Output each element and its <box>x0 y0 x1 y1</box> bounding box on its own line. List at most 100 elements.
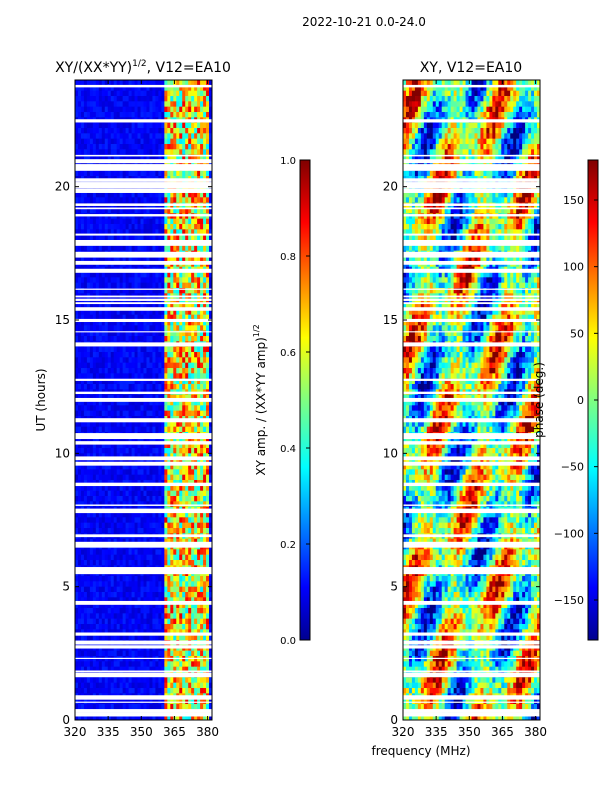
heatmap-cell <box>137 304 141 310</box>
heatmap-cell <box>161 496 165 502</box>
heatmap-cell <box>98 485 103 492</box>
heatmap-cell <box>134 138 138 145</box>
heatmap-cell <box>77 618 82 625</box>
heatmap-cell <box>200 272 204 278</box>
heatmap-cell <box>80 602 85 609</box>
heatmap-cell <box>128 282 132 289</box>
heatmap-cell <box>188 602 192 609</box>
heatmap-cell <box>119 549 124 556</box>
heatmap-cell <box>182 458 186 465</box>
heatmap-cell <box>80 608 85 614</box>
heatmap-cell <box>185 149 189 156</box>
heatmap-cell <box>182 586 186 593</box>
heatmap-cell <box>89 170 94 177</box>
heatmap-cell <box>137 144 141 150</box>
heatmap-cell <box>185 474 189 481</box>
heatmap-cell <box>197 106 201 113</box>
heatmap-cell <box>98 474 103 481</box>
heatmap-cell <box>116 352 121 358</box>
heatmap-cell <box>134 272 138 278</box>
heatmap-cell <box>128 96 132 102</box>
heatmap-cell <box>185 464 189 470</box>
heatmap-cell <box>140 282 144 289</box>
heatmap-cell <box>209 400 212 406</box>
heatmap-cell <box>75 368 79 374</box>
heatmap-cell <box>80 400 85 406</box>
heatmap-cell <box>197 357 201 364</box>
heatmap-cell <box>134 112 138 118</box>
heatmap-cell <box>176 517 180 524</box>
heatmap-cell <box>89 384 94 390</box>
heatmap-cell <box>83 426 88 433</box>
heatmap-cell <box>206 218 210 225</box>
heatmap-cell <box>185 405 189 412</box>
heatmap-cell <box>182 352 186 358</box>
heatmap-cell <box>92 421 97 428</box>
heatmap-cell <box>95 298 100 305</box>
heatmap-cell <box>176 330 180 337</box>
heatmap-cell <box>167 469 171 476</box>
heatmap-cell <box>149 405 153 412</box>
heatmap-cell <box>197 304 201 310</box>
heatmap-cell <box>137 549 141 556</box>
heatmap-cell <box>128 208 132 214</box>
heatmap-cell <box>89 522 94 529</box>
heatmap-cell <box>125 138 130 145</box>
heatmap-cell <box>206 112 210 118</box>
heatmap-cell <box>95 122 100 129</box>
heatmap-cell <box>113 501 118 508</box>
heatmap-cell <box>83 138 88 145</box>
heatmap-cell <box>152 442 156 449</box>
heatmap-cell <box>155 650 159 657</box>
heatmap-cell <box>158 538 162 545</box>
heatmap-cell <box>89 218 94 225</box>
heatmap-cell <box>155 512 159 518</box>
heatmap-cell <box>203 282 207 289</box>
heatmap-cell <box>158 144 162 150</box>
heatmap-cell <box>140 405 144 412</box>
heatmap-cell <box>92 522 97 529</box>
heatmap-cell <box>131 277 135 284</box>
heatmap-cell <box>158 357 162 364</box>
heatmap-cell <box>191 426 195 433</box>
heatmap-cell <box>119 421 124 428</box>
heatmap-cell <box>95 288 100 294</box>
heatmap-cell <box>119 80 124 86</box>
heatmap-cell <box>86 442 91 449</box>
heatmap-cell <box>116 560 121 566</box>
heatmap-cell <box>191 218 195 225</box>
heatmap-cell <box>209 234 212 241</box>
heatmap-cell <box>104 128 109 134</box>
heatmap-cell <box>143 234 147 241</box>
heatmap-cell <box>83 330 88 337</box>
heatmap-cell <box>119 336 124 342</box>
heatmap-cell <box>119 352 124 358</box>
heatmap-cell <box>152 357 156 364</box>
heatmap-cell <box>131 234 135 241</box>
heatmap-cell <box>179 229 183 236</box>
heatmap-cell <box>98 90 103 97</box>
heatmap-cell <box>152 256 156 262</box>
heatmap-cell <box>80 309 85 316</box>
heatmap-cell <box>75 581 79 588</box>
heatmap-cell <box>179 400 183 406</box>
heatmap-cell <box>179 85 183 92</box>
heatmap-cell <box>113 410 118 417</box>
heatmap-cell <box>206 549 210 556</box>
heatmap-cell <box>113 490 118 497</box>
heatmap-cell <box>194 368 198 374</box>
heatmap-cell <box>209 629 212 636</box>
heatmap-cell <box>200 400 204 406</box>
heatmap-cell <box>92 330 97 337</box>
heatmap-cell <box>104 474 109 481</box>
heatmap-cell <box>116 96 121 102</box>
heatmap-cell <box>182 90 186 97</box>
heatmap-cell <box>194 528 198 534</box>
heatmap-cell <box>98 560 103 566</box>
heatmap-cell <box>170 138 174 145</box>
heatmap-cell <box>149 394 153 401</box>
heatmap-cell <box>191 586 195 593</box>
heatmap-cell <box>182 314 186 321</box>
heatmap-cell <box>209 394 212 401</box>
heatmap-cell <box>188 437 192 444</box>
